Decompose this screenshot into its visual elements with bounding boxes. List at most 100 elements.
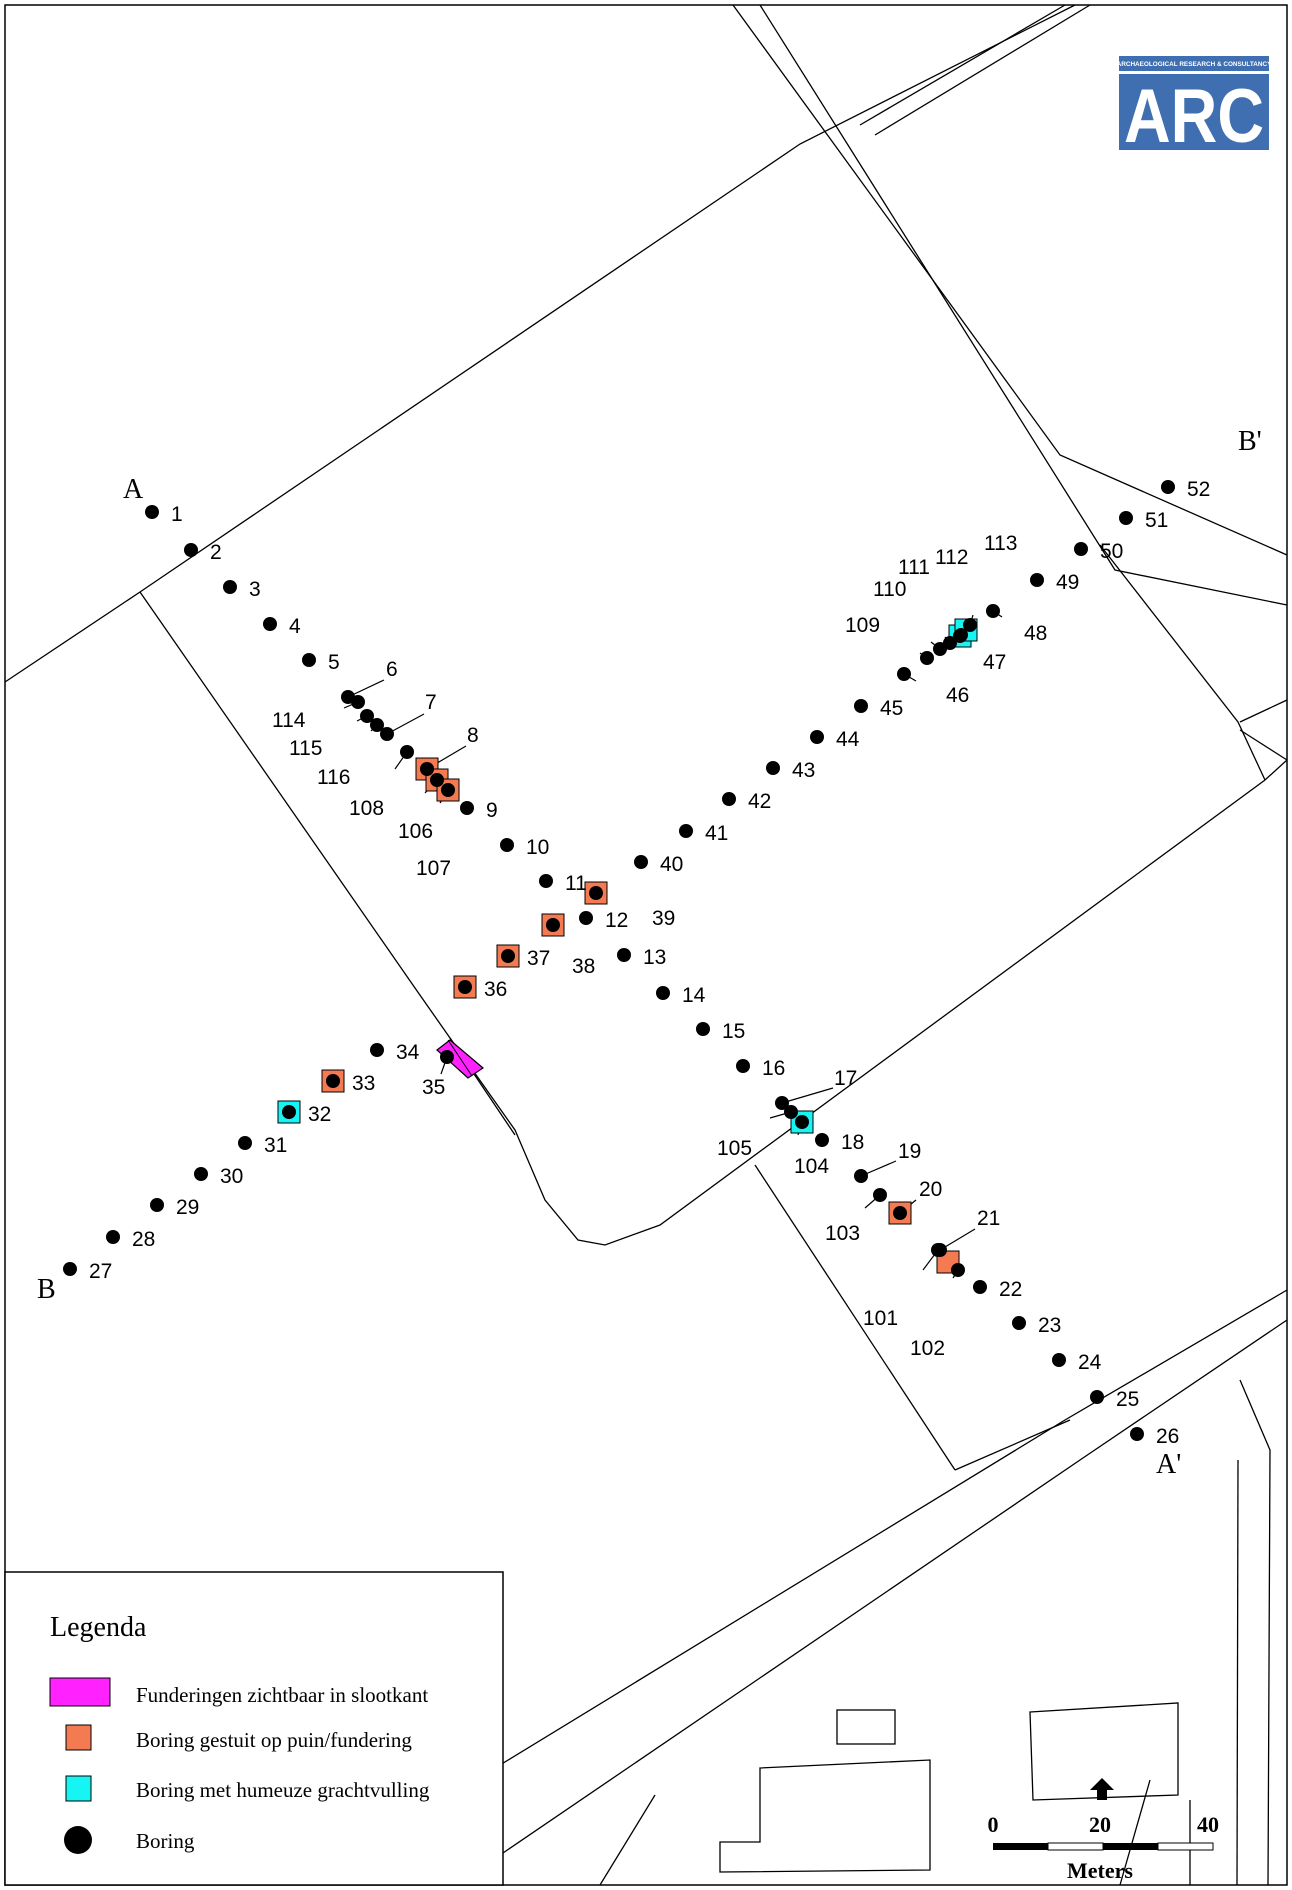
boring-point-15 [696,1022,710,1036]
boring-point-44 [810,730,824,744]
boring-label-4: 4 [289,615,301,638]
section-label-a: A [123,474,144,505]
scale-tick-0: 0 [988,1812,999,1837]
boring-label-106: 106 [398,820,433,843]
boring-point-42 [722,792,736,806]
boring-point-30 [194,1167,208,1181]
boring-label-6: 6 [386,658,398,681]
boring-point-7 [380,727,394,741]
boring-point-51 [1119,511,1133,525]
boring-label-3: 3 [249,578,261,601]
boring-point-102 [951,1263,965,1277]
legend-swatch-foundation [49,1677,111,1707]
boring-point-109 [920,651,934,665]
boring-label-26: 26 [1156,1425,1179,1448]
boring-point-34 [370,1043,384,1057]
boring-label-23: 23 [1038,1314,1061,1337]
boring-label-28: 28 [132,1228,155,1251]
boring-label-32: 32 [308,1103,331,1126]
boring-leader-7 [386,713,425,735]
boring-point-103 [873,1188,887,1202]
boring-label-105: 105 [717,1137,752,1160]
boring-label-116: 116 [317,766,350,789]
legend-label-boring: Boring [136,1829,195,1853]
boring-point-49 [1030,573,1044,587]
boring-label-108: 108 [349,797,384,820]
legend-swatch-boring [64,1826,92,1854]
boring-label-101: 101 [863,1307,898,1330]
boring-label-31: 31 [264,1134,287,1157]
boring-label-33: 33 [352,1072,375,1095]
scale-tick-40: 40 [1197,1812,1219,1837]
boring-point-33 [326,1074,340,1088]
boring-label-24: 24 [1078,1351,1102,1374]
scale-unit: Meters [1067,1858,1133,1883]
boring-point-114 [351,695,365,709]
section-label-b: B [37,1274,56,1305]
boring-point-10 [500,838,514,852]
boring-point-50 [1074,542,1088,556]
boring-point-52 [1161,480,1175,494]
boring-label-19: 19 [898,1140,921,1163]
legend-title: Legenda [50,1612,147,1643]
boring-point-26 [1130,1427,1144,1441]
boring-label-103: 103 [825,1222,860,1245]
boring-point-108 [400,745,414,759]
boring-point-20 [893,1206,907,1220]
boring-point-104 [795,1115,809,1129]
boring-point-14 [656,986,670,1000]
boring-label-104: 104 [794,1155,829,1178]
boring-label-45: 45 [880,697,903,720]
boring-point-115 [360,709,374,723]
boring-label-20: 20 [919,1178,942,1201]
boring-point-16 [736,1059,750,1073]
boring-point-1 [145,505,159,519]
boring-label-44: 44 [836,728,860,751]
boring-point-2 [184,543,198,557]
boring-label-29: 29 [176,1196,199,1219]
boring-point-112 [954,628,968,642]
boring-point-31 [238,1136,252,1150]
boring-leader-17 [781,1087,834,1104]
north-arrow-icon [1090,1778,1114,1800]
boring-label-42: 42 [748,790,771,813]
boring-label-41: 41 [705,822,728,845]
boring-label-7: 7 [425,691,437,714]
boring-point-46 [897,667,911,681]
boring-label-109: 109 [845,614,880,637]
boring-label-30: 30 [220,1165,243,1188]
legend: Legenda Funderingen zichtbaar in slootka… [4,1571,504,1886]
boring-point-18 [815,1133,829,1147]
legend-label-humic: Boring met humeuze grachtvulling [136,1778,430,1802]
boring-point-19 [854,1169,868,1183]
boring-label-52: 52 [1187,478,1210,501]
boring-point-39 [589,886,603,900]
boring-label-15: 15 [722,1020,745,1043]
boring-point-9 [460,801,474,815]
boring-point-13 [617,948,631,962]
boring-label-11: 11 [565,872,587,895]
boring-point-38 [546,918,560,932]
boring-point-28 [106,1230,120,1244]
boring-label-110: 110 [873,578,906,601]
boring-label-10: 10 [526,836,549,859]
boring-label-5: 5 [328,651,340,674]
boring-point-106 [430,773,444,787]
legend-label-rubble: Boring gestuit op puin/fundering [136,1728,412,1752]
boring-point-5 [302,653,316,667]
boring-dots [63,480,1175,1441]
boring-label-21: 21 [977,1207,1000,1230]
boring-point-17 [775,1096,789,1110]
boring-label-102: 102 [910,1337,945,1360]
arc-logo: ARCHAEOLOGICAL RESEARCH & CONSULTANCY AR… [1117,56,1272,159]
boring-label-16: 16 [762,1057,785,1080]
boring-point-29 [150,1198,164,1212]
boring-label-48: 48 [1024,622,1047,645]
boring-label-47: 47 [983,651,1006,674]
boring-point-12 [579,911,593,925]
boring-point-107 [441,783,455,797]
legend-swatch-humic [65,1775,92,1802]
boring-label-36: 36 [484,978,507,1001]
